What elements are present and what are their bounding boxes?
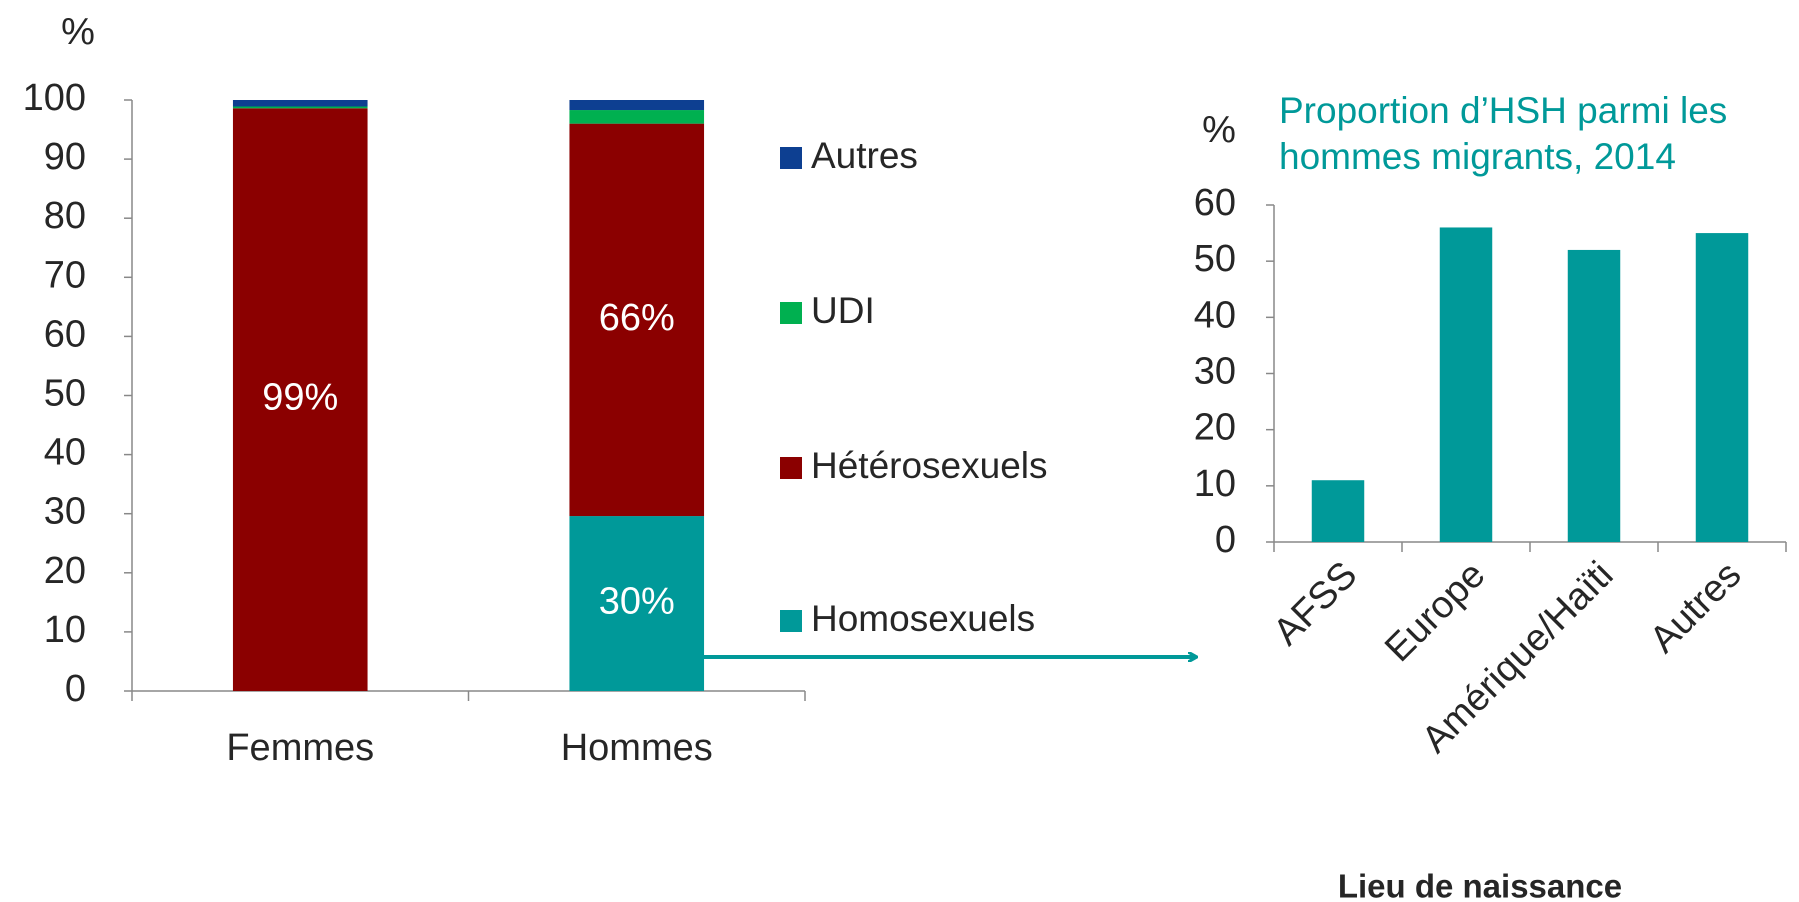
y-tick-label: 30: [1194, 351, 1236, 393]
y-tick-label: 10: [1194, 463, 1236, 505]
y-tick-label: 90: [44, 136, 86, 178]
x-tick-label: Europe: [1377, 554, 1493, 670]
bar: [1695, 233, 1749, 543]
x-axis-label: Lieu de naissance: [1338, 868, 1622, 902]
y-tick-label: 0: [65, 668, 86, 710]
legend-swatch: [780, 147, 802, 169]
legend-label: Hétérosexuels: [811, 445, 1048, 486]
y-tick-label: 70: [44, 254, 86, 296]
legend-label: Homosexuels: [811, 598, 1035, 639]
x-tick-label: Hommes: [561, 727, 713, 769]
legend-swatch: [780, 302, 802, 324]
y-tick-label: 40: [44, 432, 86, 474]
data-label: 66%: [599, 297, 675, 339]
y-tick-label: 50: [1194, 238, 1236, 280]
legend-swatch: [780, 457, 802, 479]
legend-label: UDI: [811, 290, 875, 331]
y-tick-label: 30: [44, 491, 86, 533]
bar: [1311, 480, 1365, 542]
bar-segment: [569, 516, 705, 691]
bar-segment: [232, 106, 368, 109]
y-tick-label: 100: [23, 77, 86, 119]
y-tick-label: 50: [44, 373, 86, 415]
x-tick-label: AFSS: [1266, 554, 1366, 654]
bar: [1439, 227, 1493, 542]
legend-label: Autres: [811, 135, 918, 176]
y-axis-label: %: [61, 11, 95, 53]
bar-segment: [232, 100, 368, 107]
y-tick-label: 40: [1194, 294, 1236, 336]
data-label: 99%: [262, 377, 338, 419]
y-tick-label: 60: [1194, 182, 1236, 224]
chart-title: Proportion d’HSH parmi les hommes migran…: [1279, 90, 1728, 177]
bar-segment: [569, 110, 705, 124]
x-tick-label: Autres: [1642, 554, 1749, 661]
data-label: 30%: [599, 581, 675, 623]
y-axis-label: %: [1202, 109, 1236, 151]
y-tick-label: 20: [44, 550, 86, 592]
legend-swatch: [780, 610, 802, 632]
bar-segment: [569, 123, 705, 517]
bar: [1567, 249, 1621, 542]
bar-segment: [232, 108, 368, 692]
y-tick-label: 60: [44, 313, 86, 355]
x-tick-label: Femmes: [226, 727, 374, 769]
y-tick-label: 80: [44, 195, 86, 237]
y-tick-label: 0: [1215, 519, 1236, 561]
bar-segment: [569, 100, 705, 111]
y-tick-label: 20: [1194, 407, 1236, 449]
y-tick-label: 10: [44, 609, 86, 651]
